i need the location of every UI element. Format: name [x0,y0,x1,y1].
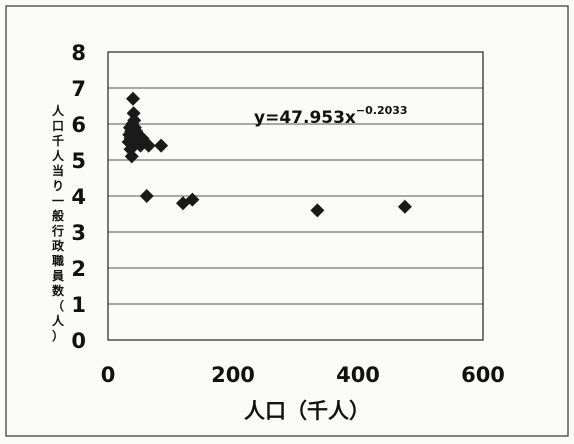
y-label-char: 人 [52,103,65,118]
y-tick-label: 2 [71,257,86,281]
y-tick-label: 6 [71,113,86,137]
y-label-char: 員 [51,269,64,283]
data-point [139,189,154,203]
y-tick-label: 5 [71,149,86,173]
data-point [154,138,169,153]
y-tick-label: 4 [71,185,86,209]
y-label-char: 政 [52,238,65,253]
x-axis-label: 人口（千人） [244,399,370,423]
y-label-char: 数 [52,283,65,298]
plot-area [107,51,484,341]
y-label-char: り [52,179,64,193]
y-label-char: （ [52,298,64,313]
y-tick-label: 8 [71,41,86,65]
y-tick-label: 0 [71,329,86,353]
y-tick-label: 1 [71,293,86,317]
y-label-char: 千 [52,133,64,148]
y-label-char: 口 [52,119,64,133]
y-label-char: 行 [51,223,64,238]
trendline-equation: y=47.953x−0.2033 [254,104,408,128]
equation-exponent: −0.2033 [356,104,408,117]
equation-main: y=47.953x [254,108,356,128]
data-point [185,192,200,207]
data-point [310,203,325,218]
y-label-char: 職 [52,253,64,268]
data-point [124,149,139,164]
y-tick-label: 3 [71,221,86,245]
x-tick-label: 600 [461,363,505,387]
x-tick-label: 400 [336,363,380,387]
data-points [121,91,412,218]
data-point [126,91,140,106]
data-point [141,138,156,153]
y-label-char: 一 [52,194,64,208]
data-point [397,199,412,214]
gridlines [108,87,483,305]
y-label-char: 般 [52,208,64,223]
x-tick-label: 0 [101,363,116,387]
x-axis-ticks: 0 200 400 600 [101,363,505,387]
y-label-char: 人 [52,313,65,328]
y-axis-ticks: 0 1 2 3 4 5 6 7 8 [71,41,86,353]
y-tick-label: 7 [71,77,86,101]
y-label-char: 人 [52,148,65,163]
y-label-char: 当 [52,163,64,178]
x-tick-label: 200 [211,363,255,387]
y-label-char: ） [52,328,64,343]
chart-border [5,5,569,437]
